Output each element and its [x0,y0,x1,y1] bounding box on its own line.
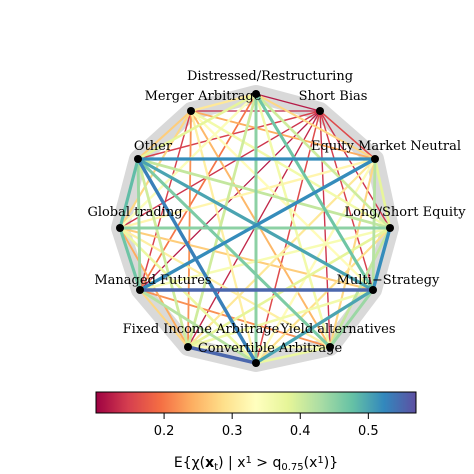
edge-equity_mkt_neutral-managed_futures [138,157,377,292]
node-managed_futures [136,286,144,294]
node-label-equity_mkt_neutral: Equity Market Neutral [311,139,461,154]
edge-other-managed_futures [136,157,142,292]
node-merger_arb [187,107,195,115]
edge-short_bias-equity_mkt_neutral [319,110,376,160]
edge-long_short-managed_futures [138,226,392,292]
edge-distressed-long_short [254,92,392,230]
edge-long_short-yield_alt [328,226,392,349]
edge-multi_strategy-yield_alt [328,288,375,349]
node-equity_mkt_neutral [371,155,379,163]
node-label-yield_alt: Yield alternatives [279,322,395,337]
edge-equity_mkt_neutral-long_short [373,157,392,230]
node-layer [116,90,394,367]
edge-short_bias-multi_strategy [319,110,374,291]
edge-short_bias-managed_futures [139,110,321,291]
node-fixed_income [184,343,192,351]
edge-multi_strategy-fixed_income [186,288,375,349]
label-layer: Distressed/Restructuring Short Bias Equity… [87,69,466,356]
edge-merger_arb-managed_futures [139,110,192,291]
colorbar-tick-label-2: 0.4 [290,424,311,439]
edge-long_short-convertible [254,226,392,365]
edge-short_bias-global_trading [119,110,321,229]
edge-global_trading-convertible [118,226,258,365]
edge-long_short-fixed_income [186,226,392,349]
edge-convertible-yield_alt [254,345,332,365]
edge-distressed-fixed_income [186,92,258,349]
edge-distressed-merger_arb [189,92,258,113]
edge-distressed-global_trading [118,92,258,230]
edge-other-yield_alt [136,157,332,349]
node-long_short [386,224,394,232]
edge-merger_arb-equity_mkt_neutral [190,110,376,160]
edge-merger_arb-other [136,109,193,161]
node-label-managed_futures: Managed Futures [94,273,211,288]
node-other [134,155,142,163]
node-label-multi_strategy: Multi−Strategy [337,273,440,288]
node-label-distressed: Distressed/Restructuring [187,69,353,84]
edge-short_bias-other [137,110,321,160]
colorbar-tick-label-1: 0.3 [222,424,243,439]
node-distressed [252,90,260,98]
node-label-global_trading: Global trading [87,205,182,220]
edge-managed_futures-fixed_income [138,288,190,349]
edge-global_trading-yield_alt [118,226,332,349]
node-label-merger_arb: Merger Arbitrage [145,89,262,104]
node-multi_strategy [369,286,377,294]
edge-global_trading-managed_futures [118,226,142,292]
edge-merger_arb-long_short [189,109,392,230]
edge-global_trading-multi_strategy [118,226,375,292]
colorbar-tick-label-0: 0.2 [154,424,175,439]
node-label-short_bias: Short Bias [299,89,368,104]
colorbar-tick-label-3: 0.5 [358,424,379,439]
edge-short_bias-convertible [255,110,321,364]
node-yield_alt [326,343,334,351]
node-label-convertible: Convertible Arbitrage [198,341,343,356]
edge-layer [118,92,392,365]
edge-multi_strategy-convertible [254,288,375,365]
edge-other-convertible [136,157,258,365]
edge-merger_arb-convertible [189,109,258,365]
edge-short_bias-distressed [255,93,321,112]
colorbar: 0.2 0.3 0.4 0.5 E{χ(xt) | x1 > q0.75(x1)} [95,391,417,473]
edge-distressed-equity_mkt_neutral [254,92,377,161]
edge-equity_mkt_neutral-multi_strategy [371,157,377,292]
edge-long_short-multi_strategy [371,226,392,292]
colorbar-gradient [95,391,417,414]
edge-distressed-yield_alt [254,92,332,349]
node-global_trading [116,224,124,232]
edge-fixed_income-convertible [186,345,258,365]
edge-distressed-other [136,92,258,161]
edge-merger_arb-multi_strategy [189,109,375,292]
colorbar-title: E{χ(xt) | x1 > q0.75(x1)} [174,455,338,473]
node-convertible [252,359,260,367]
node-short_bias [316,107,324,115]
node-label-long_short: Long/Short Equity [344,205,466,220]
node-label-fixed_income: Fixed Income Arbitrage [123,322,280,337]
edge-equity_mkt_neutral-fixed_income [186,157,377,349]
node-label-other: Other [134,139,173,154]
edge-managed_futures-convertible [138,288,258,365]
edge-other-long_short [136,157,392,230]
edge-other-global_trading [118,157,140,230]
